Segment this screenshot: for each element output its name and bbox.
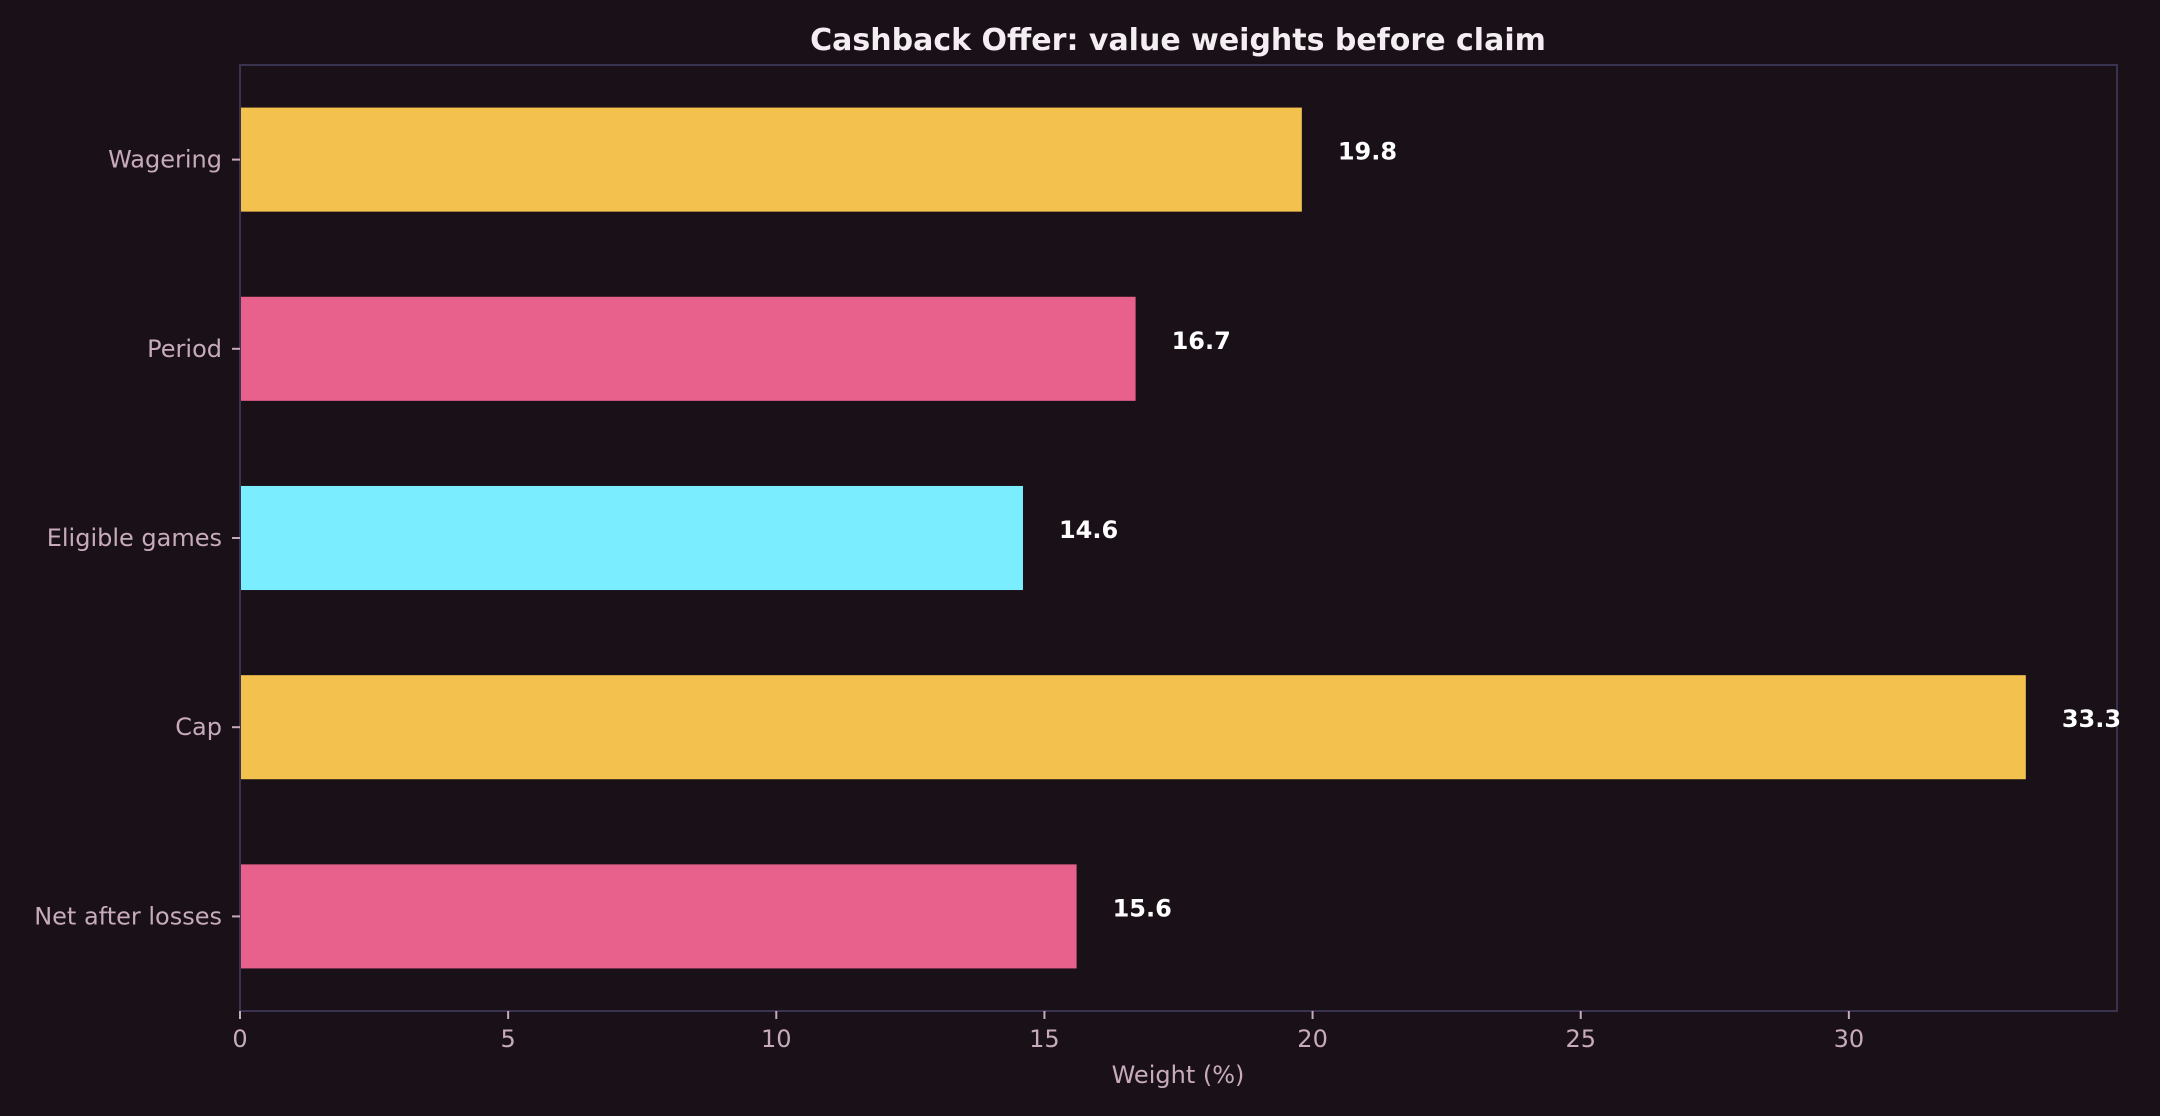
x-tick-label: 15 — [1029, 1025, 1060, 1053]
y-tick-label: Net after losses — [34, 902, 222, 930]
x-axis-label: Weight (%) — [1112, 1061, 1245, 1089]
y-tick-label: Wagering — [108, 146, 222, 174]
data-label: 15.6 — [1113, 894, 1172, 922]
x-tick-label: 25 — [1565, 1025, 1596, 1053]
data-label: 33.3 — [2062, 705, 2121, 733]
x-tick-label: 10 — [761, 1025, 792, 1053]
y-tick-label: Period — [147, 335, 222, 363]
y-tick-label: Eligible games — [47, 524, 222, 552]
bar — [240, 675, 2026, 780]
chart-title: Cashback Offer: value weights before cla… — [810, 23, 1546, 58]
bar — [240, 107, 1302, 212]
y-tick-label: Cap — [175, 713, 222, 741]
x-tick-label: 20 — [1297, 1025, 1328, 1053]
data-label: 14.6 — [1059, 516, 1118, 544]
y-axis: Wagering Period Eligible games Cap Net after… — [34, 146, 240, 930]
data-label: 16.7 — [1172, 327, 1231, 355]
data-label: 19.8 — [1338, 138, 1397, 166]
data-labels-layer: 19.8 16.7 14.6 33.3 15.6 — [1059, 138, 2121, 923]
x-tick-label: 0 — [232, 1025, 247, 1053]
x-tick-label: 30 — [1834, 1025, 1865, 1053]
x-tick-label: 5 — [501, 1025, 516, 1053]
bar — [240, 864, 1077, 969]
x-axis: 0 5 10 15 20 25 30 — [232, 1011, 1864, 1053]
bar — [240, 296, 1136, 401]
bar — [240, 485, 1023, 591]
bars-layer — [240, 107, 2026, 969]
